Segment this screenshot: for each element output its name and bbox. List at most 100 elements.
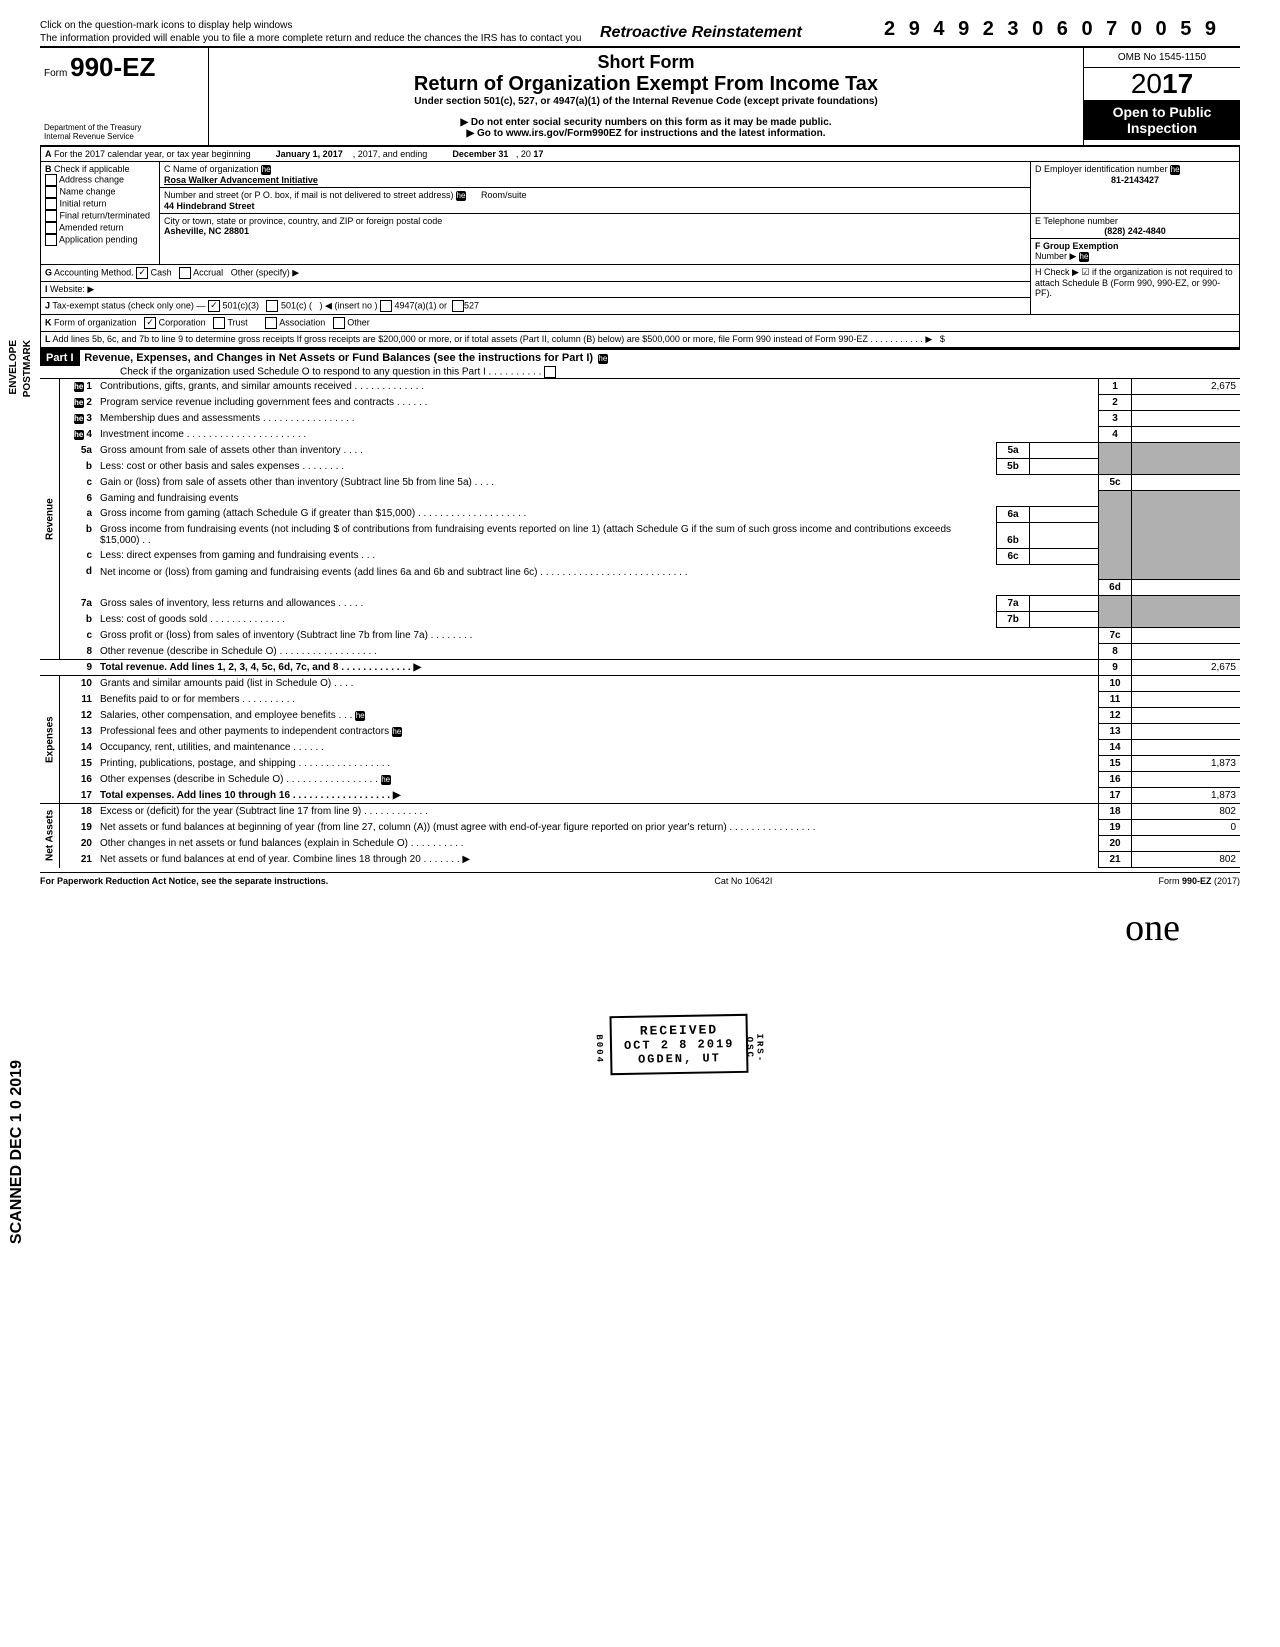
line-6a-text: Gross income from gaming (attach Schedul… xyxy=(96,506,997,522)
checkbox-4947[interactable] xyxy=(380,300,392,312)
line-13-text: Professional fees and other payments to … xyxy=(100,726,389,737)
checkbox-name-change[interactable] xyxy=(45,186,57,198)
line-18-amount: 802 xyxy=(1132,804,1241,820)
j-label: Tax-exempt status (check only one) — xyxy=(52,300,205,310)
k-trust: Trust xyxy=(227,317,247,327)
f-label: F Group Exemption xyxy=(1035,241,1119,251)
help-icon[interactable]: he xyxy=(1079,252,1089,262)
form-prefix: Form xyxy=(44,68,67,79)
j-501c: 501(c) ( xyxy=(281,300,312,310)
check-amended: Amended return xyxy=(59,222,124,232)
line-17-amount: 1,873 xyxy=(1132,788,1241,804)
retroactive-stamp: Retroactive Reinstatement xyxy=(600,24,802,42)
j-527: 527 xyxy=(464,300,479,310)
check-address: Address change xyxy=(59,174,124,184)
postmark-label: POSTMARK xyxy=(22,340,33,397)
line-9-text: Total revenue. Add lines 1, 2, 3, 4, 5c,… xyxy=(100,662,421,673)
line-1-text: Contributions, gifts, grants, and simila… xyxy=(96,379,1099,395)
check-final: Final return/terminated xyxy=(60,210,151,220)
d-label: D Employer identification number xyxy=(1035,164,1168,174)
line-21-amount: 802 xyxy=(1132,852,1241,868)
subtitle-1: Under section 501(c), 527, or 4947(a)(1)… xyxy=(213,96,1079,107)
checkbox-initial[interactable] xyxy=(45,198,57,210)
l-label: Add lines 5b, 6c, and 7b to line 9 to de… xyxy=(53,334,933,344)
help-icon[interactable]: he xyxy=(598,354,608,364)
footer-left: For Paperwork Reduction Act Notice, see … xyxy=(40,876,328,886)
room-label: Room/suite xyxy=(481,190,527,200)
line-5b-text: Less: cost or other basis and sales expe… xyxy=(96,459,997,475)
j-insert: ) ◀ (insert no ) xyxy=(320,300,378,310)
checkbox-501c[interactable] xyxy=(266,300,278,312)
signature: one xyxy=(40,906,1180,950)
street: 44 Hindebrand Street xyxy=(164,201,255,211)
e-label: E Telephone number xyxy=(1035,216,1118,226)
line-6c-text: Less: direct expenses from gaming and fu… xyxy=(96,548,997,564)
line-7a-text: Gross sales of inventory, less returns a… xyxy=(96,596,997,612)
check-name: Name change xyxy=(60,186,116,196)
help-icon[interactable]: he xyxy=(261,165,271,175)
checkbox-other[interactable] xyxy=(333,317,345,329)
stamp-irs: IRS-OSC xyxy=(744,1026,765,1071)
checkbox-527[interactable] xyxy=(452,300,464,312)
g-cash: Cash xyxy=(151,267,172,277)
main-title: Return of Organization Exempt From Incom… xyxy=(213,73,1079,96)
checkbox-corp[interactable]: ✓ xyxy=(144,317,156,329)
checkbox-amended[interactable] xyxy=(45,222,57,234)
org-name: Rosa Walker Advancement Initiative xyxy=(164,175,318,185)
subtitle-3: ▶ Go to www.irs.gov/Form990EZ for instru… xyxy=(213,128,1079,139)
line-3-text: Membership dues and assessments . . . . … xyxy=(96,411,1099,427)
line-18-text: Excess or (deficit) for the year (Subtra… xyxy=(96,804,1099,820)
short-form-title: Short Form xyxy=(213,52,1079,73)
line-7c-text: Gross profit or (loss) from sales of inv… xyxy=(96,628,1099,644)
scanned-label: SCANNED DEC 1 0 2019 xyxy=(8,1060,26,1244)
checkbox-accrual[interactable] xyxy=(179,267,191,279)
cal-year-label: For the 2017 calendar year, or tax year … xyxy=(54,149,251,159)
c-label: C Name of organization xyxy=(164,164,259,174)
revenue-label: Revenue xyxy=(40,379,60,660)
line-19-amount: 0 xyxy=(1132,820,1241,836)
k-other: Other xyxy=(347,317,370,327)
checkbox-schedule-o[interactable] xyxy=(544,366,556,378)
checkbox-address-change[interactable] xyxy=(45,174,57,186)
line-5a-text: Gross amount from sale of assets other t… xyxy=(96,443,997,459)
checkbox-trust[interactable] xyxy=(213,317,225,329)
city-label: City or town, state or province, country… xyxy=(164,216,442,226)
stamp-b004: B004 xyxy=(594,1034,605,1064)
checkbox-cash[interactable]: ✓ xyxy=(136,267,148,279)
part1-title: Revenue, Expenses, and Changes in Net As… xyxy=(82,350,595,366)
line-no: he 1 xyxy=(60,379,97,395)
g-accrual: Accrual xyxy=(193,267,223,277)
box-5a: 5a xyxy=(997,443,1030,459)
begin-date: January 1, 2017 xyxy=(276,149,343,159)
checkbox-assoc[interactable] xyxy=(265,317,277,329)
k-label: Form of organization xyxy=(54,317,137,327)
checkbox-pending[interactable] xyxy=(45,234,57,246)
dept-label: Department of the Treasury Internal Reve… xyxy=(44,123,204,141)
line-14-text: Occupancy, rent, utilities, and maintena… xyxy=(96,740,1099,756)
mid-label: , 2017, and ending xyxy=(353,149,428,159)
line-1-amount: 2,675 xyxy=(1132,379,1241,395)
checkbox-final[interactable] xyxy=(45,210,57,222)
end-year: 17 xyxy=(533,149,543,159)
line-11-text: Benefits paid to or for members . . . . … xyxy=(96,692,1099,708)
line-19-text: Net assets or fund balances at beginning… xyxy=(96,820,1099,836)
line-8-text: Other revenue (describe in Schedule O) .… xyxy=(96,644,1099,660)
check-applicable-label: Check if applicable xyxy=(54,164,130,174)
line-12-text: Salaries, other compensation, and employ… xyxy=(100,710,352,721)
g-label: Accounting Method. xyxy=(54,267,134,277)
line-5c-text: Gain or (loss) from sale of assets other… xyxy=(96,475,1099,491)
footer-mid: Cat No 10642I xyxy=(714,876,772,886)
end-date: December 31 xyxy=(452,149,508,159)
checkbox-501c3[interactable]: ✓ xyxy=(208,300,220,312)
help-icon[interactable]: he xyxy=(456,191,466,201)
i-label: Website: ▶ xyxy=(50,284,94,294)
j-4947: 4947(a)(1) or xyxy=(395,300,448,310)
line-9-amount: 2,675 xyxy=(1132,660,1241,676)
subtitle-2: ▶ Do not enter social security numbers o… xyxy=(213,117,1079,128)
line-6d-text: Net income or (loss) from gaming and fun… xyxy=(96,564,1099,580)
j-501c3: 501(c)(3) xyxy=(222,300,259,310)
f-number: Number ▶ xyxy=(1035,251,1076,261)
end-year-label: , 20 xyxy=(516,149,531,159)
line-4-text: Investment income . . . . . . . . . . . … xyxy=(96,427,1099,443)
help-icon[interactable]: he xyxy=(1170,165,1180,175)
